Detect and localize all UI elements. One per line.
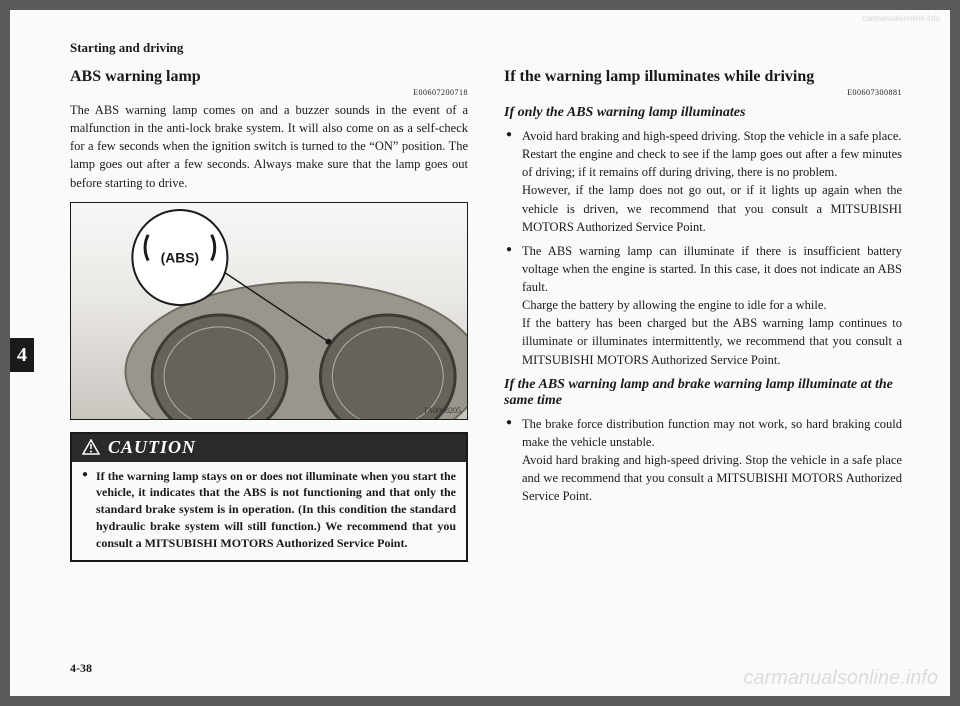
caution-body: If the warning lamp stays on or does not… — [72, 462, 466, 560]
chapter-tab: 4 — [10, 338, 34, 372]
caution-title: CAUTION — [108, 437, 196, 458]
left-title: ABS warning lamp — [70, 68, 468, 86]
list-item: The brake force distribution function ma… — [504, 415, 902, 506]
subsection-2-title: If the ABS warning lamp and brake warnin… — [504, 377, 902, 409]
caution-box: CAUTION If the warning lamp stays on or … — [70, 432, 468, 562]
caution-item: If the warning lamp stays on or does not… — [82, 468, 456, 552]
section-header: Starting and driving — [70, 40, 902, 56]
left-body: The ABS warning lamp comes on and a buzz… — [70, 101, 468, 192]
left-doc-code: E00607200718 — [70, 88, 468, 97]
subsection-1-list: Avoid hard braking and high-speed drivin… — [504, 127, 902, 369]
manual-page: carmanualsonline.info 4 Starting and dri… — [10, 10, 950, 696]
figure-label: TA0008205 — [423, 406, 461, 415]
subsection-1-title: If only the ABS warning lamp illuminates — [504, 105, 902, 121]
abs-callout-text: (ABS) — [161, 249, 200, 265]
caution-header: CAUTION — [72, 434, 466, 462]
watermark-small: carmanualsonline.info — [862, 14, 940, 23]
list-item: Avoid hard braking and high-speed drivin… — [504, 127, 902, 236]
left-column: ABS warning lamp E00607200718 The ABS wa… — [70, 68, 468, 562]
page-number: 4-38 — [70, 661, 92, 676]
right-title: If the warning lamp illuminates while dr… — [504, 68, 902, 86]
watermark: carmanualsonline.info — [743, 667, 938, 690]
right-doc-code: E00607300881 — [504, 88, 902, 97]
abs-figure: (ABS) TA0008205 — [70, 202, 468, 420]
dashboard-svg: (ABS) — [71, 203, 467, 419]
warning-triangle-icon — [82, 439, 100, 455]
subsection-2-list: The brake force distribution function ma… — [504, 415, 902, 506]
list-item: The ABS warning lamp can illuminate if t… — [504, 242, 902, 369]
right-column: If the warning lamp illuminates while dr… — [504, 68, 902, 562]
content-columns: ABS warning lamp E00607200718 The ABS wa… — [70, 68, 902, 562]
